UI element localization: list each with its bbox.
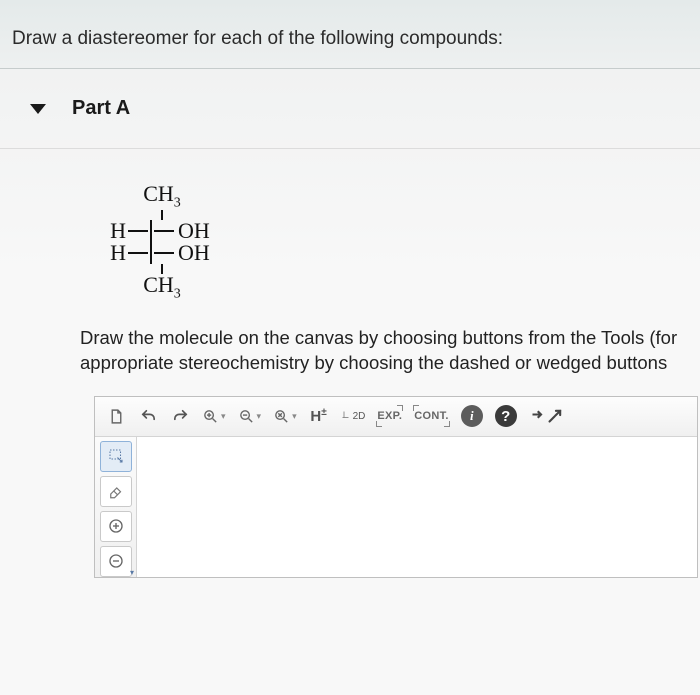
bond-horizontal — [154, 230, 174, 232]
part-header[interactable]: Part A — [0, 69, 700, 149]
molecule-top: CH3 — [108, 183, 216, 210]
molecule-bottom: CH3 — [108, 274, 216, 301]
bond-horizontal — [128, 252, 148, 254]
page-root: Draw a diastereomer for each of the foll… — [0, 0, 700, 695]
fischer-row-2: H OH — [108, 242, 216, 264]
dropdown-caret-icon: ▾ — [292, 411, 297, 422]
bond-vertical — [150, 220, 152, 242]
dropdown-caret-icon: ▾ — [221, 411, 226, 422]
row1-left: H — [108, 220, 126, 242]
info-button[interactable]: i — [456, 401, 488, 431]
twod-label: 2D — [353, 411, 366, 422]
bond-vertical — [161, 210, 163, 220]
row2-right: OH — [176, 242, 216, 264]
molecule-fischer: CH3 H OH H OH — [0, 149, 700, 322]
question-prompt: Draw a diastereomer for each of the foll… — [0, 0, 700, 69]
bond-horizontal — [128, 230, 148, 232]
zoom-clear-icon[interactable]: ▾ — [268, 401, 302, 431]
dropdown-caret-icon: ▾ — [257, 411, 262, 422]
fischer-row-1: H OH — [108, 220, 216, 242]
row2-left: H — [108, 242, 126, 264]
bond-vertical — [150, 242, 152, 264]
drawing-canvas[interactable] — [137, 437, 697, 577]
help-button[interactable]: ? — [490, 401, 522, 431]
collapse-caret-icon[interactable] — [30, 104, 46, 114]
molecule-editor: ▾ ▾ ▾ H± 2D EXP. — [94, 396, 698, 578]
help-icon: ? — [495, 405, 517, 427]
select-tool-button[interactable]: ▾ — [100, 441, 132, 472]
zoom-out-icon[interactable]: ▾ — [233, 401, 267, 431]
charge-minus-button[interactable] — [100, 546, 132, 577]
drawing-instructions: Draw the molecule on the canvas by choos… — [0, 322, 700, 390]
question-text: Draw a diastereomer for each of the foll… — [12, 28, 503, 49]
contract-button[interactable]: CONT. — [409, 401, 454, 431]
row1-right: OH — [176, 220, 216, 242]
instruction-line-1: Draw the molecule on the canvas by choos… — [80, 326, 688, 351]
part-label: Part A — [72, 97, 130, 120]
new-document-icon[interactable] — [101, 401, 131, 431]
bond-horizontal — [154, 252, 174, 254]
zoom-in-icon[interactable]: ▾ — [197, 401, 231, 431]
eraser-tool-button[interactable] — [100, 476, 132, 507]
undo-icon[interactable] — [133, 401, 163, 431]
instruction-line-2: appropriate stereochemistry by choosing … — [80, 351, 688, 376]
charge-plus-button[interactable] — [100, 511, 132, 542]
hydrogen-toggle-button[interactable]: H± — [304, 401, 334, 431]
view-2d-button[interactable]: 2D — [336, 401, 371, 431]
editor-toolbar-top: ▾ ▾ ▾ H± 2D EXP. — [95, 397, 697, 437]
fullscreen-icon[interactable] — [524, 401, 568, 431]
info-icon: i — [461, 405, 483, 427]
editor-toolbar-left: ▾ — [95, 437, 137, 577]
redo-icon[interactable] — [165, 401, 195, 431]
expand-button[interactable]: EXP. — [372, 401, 407, 431]
